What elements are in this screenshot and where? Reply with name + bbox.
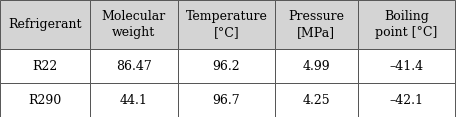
Bar: [275, 83, 358, 117]
Text: 96.7: 96.7: [212, 93, 240, 107]
Bar: [178, 0, 275, 49]
Bar: [90, 0, 178, 49]
Bar: [358, 83, 455, 117]
Bar: [0, 83, 90, 117]
Bar: [358, 0, 455, 49]
Text: Molecular
weight: Molecular weight: [102, 10, 166, 39]
Bar: [0, 0, 90, 49]
Bar: [275, 0, 358, 49]
Bar: [90, 49, 178, 83]
Text: 4.99: 4.99: [302, 60, 330, 73]
Text: R22: R22: [32, 60, 58, 73]
Text: –42.1: –42.1: [390, 93, 423, 107]
Bar: [0, 49, 90, 83]
Text: 44.1: 44.1: [120, 93, 148, 107]
Bar: [275, 49, 358, 83]
Text: R290: R290: [28, 93, 62, 107]
Text: 96.2: 96.2: [212, 60, 240, 73]
Bar: [90, 83, 178, 117]
Text: Temperature
[°C]: Temperature [°C]: [185, 10, 267, 39]
Bar: [358, 49, 455, 83]
Text: 86.47: 86.47: [116, 60, 152, 73]
Bar: [178, 83, 275, 117]
Text: –41.4: –41.4: [390, 60, 423, 73]
Bar: [178, 49, 275, 83]
Text: 4.25: 4.25: [302, 93, 330, 107]
Text: Boiling
point [°C]: Boiling point [°C]: [375, 10, 438, 39]
Text: Pressure
[MPa]: Pressure [MPa]: [288, 10, 345, 39]
Text: Refrigerant: Refrigerant: [8, 18, 82, 31]
